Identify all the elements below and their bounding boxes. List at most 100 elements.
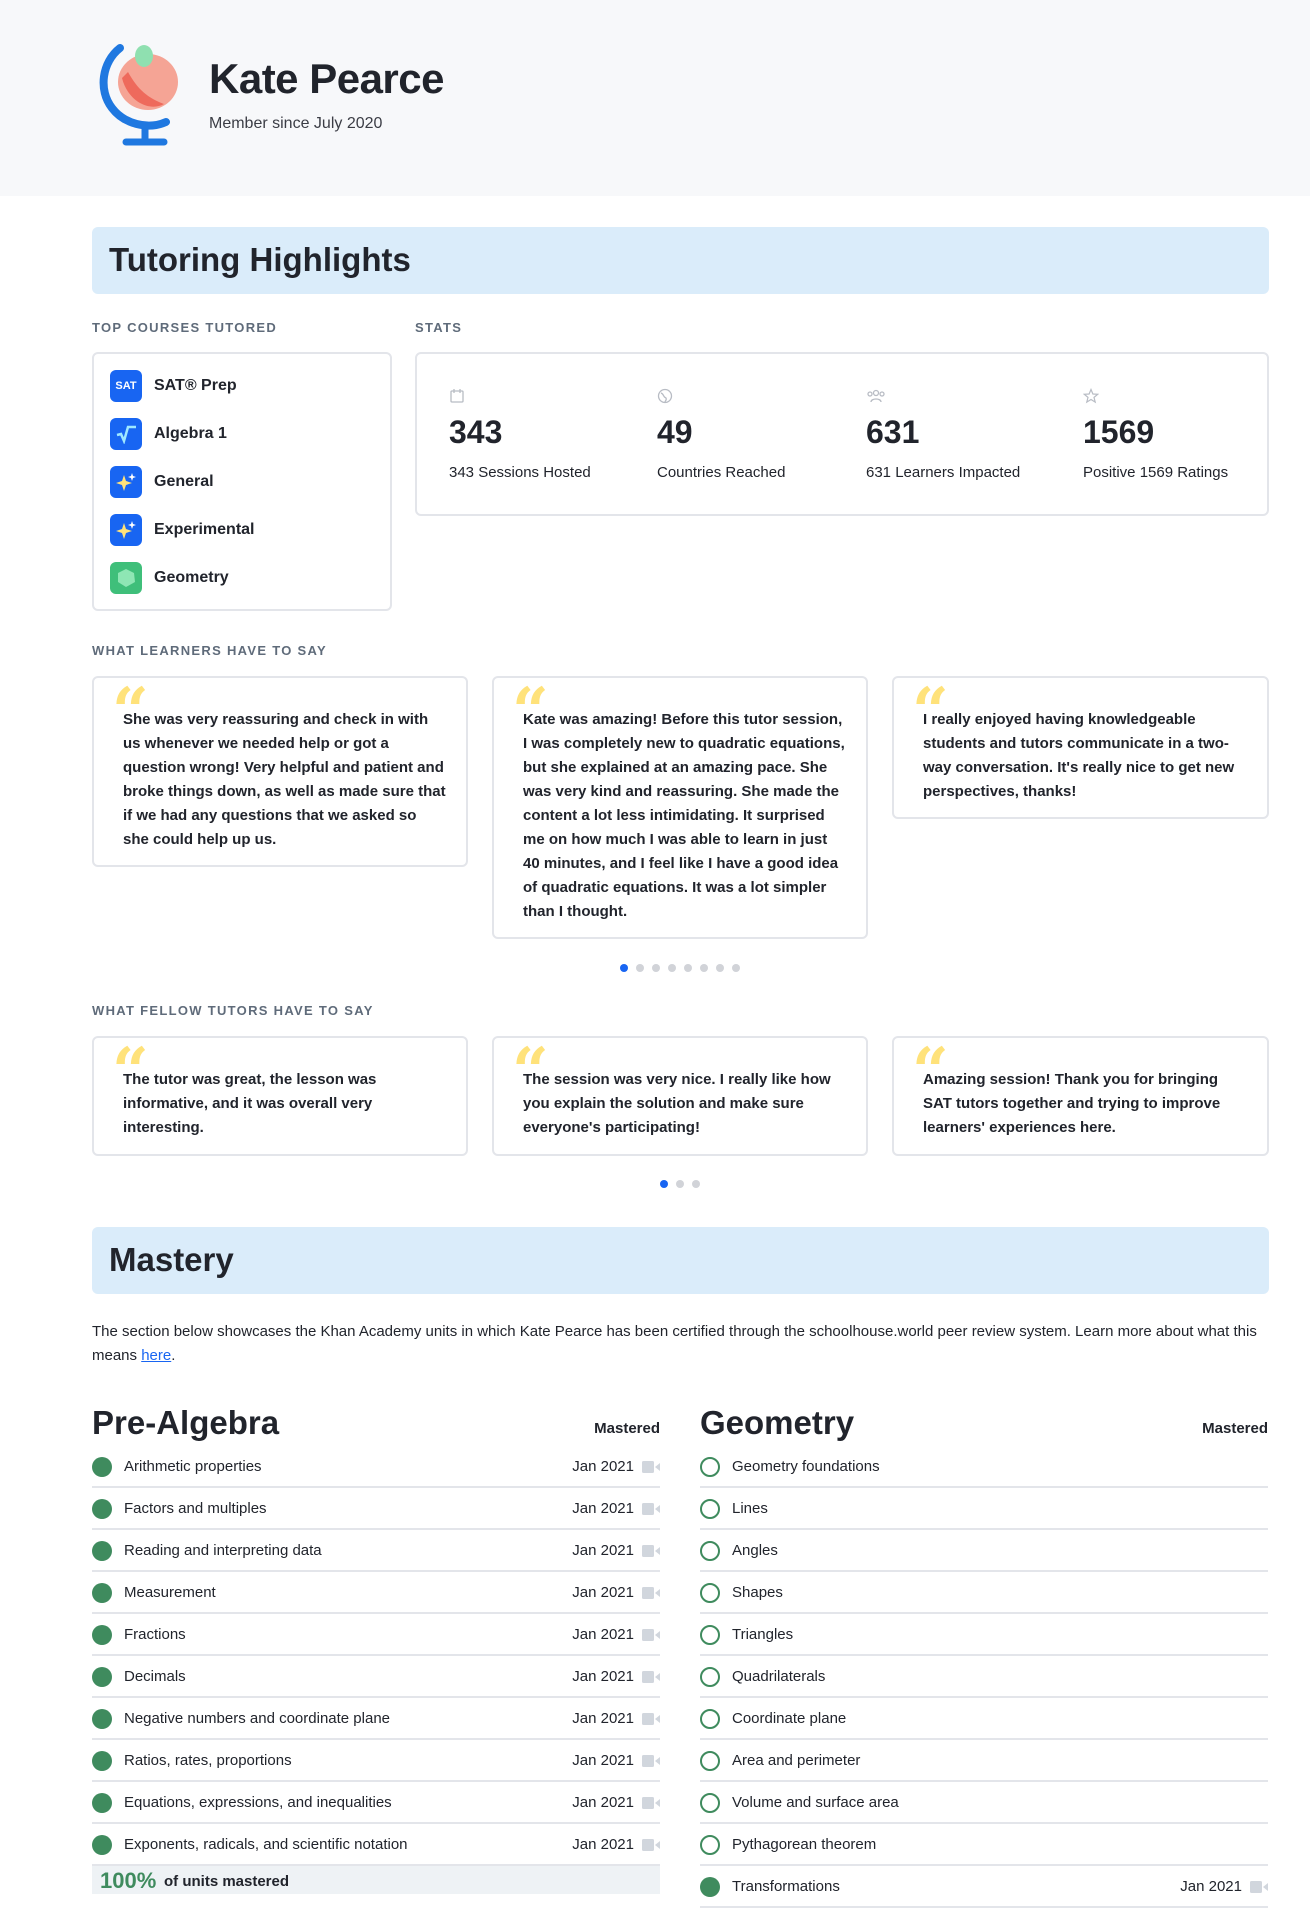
course-item-geometry[interactable]: Geometry xyxy=(110,562,229,594)
learn-more-link[interactable]: here xyxy=(141,1347,172,1364)
calendar-icon xyxy=(450,389,464,403)
mastered-check-icon xyxy=(92,1541,112,1561)
mastery-progress-bar: 100% of units mastered xyxy=(92,1866,660,1894)
sat-icon: SAT xyxy=(110,370,142,402)
course-item-sat-prep[interactable]: SAT SAT® Prep xyxy=(110,370,237,402)
unit-name: Ratios, rates, proportions xyxy=(124,1752,292,1769)
video-icon[interactable] xyxy=(642,1461,660,1473)
video-icon[interactable] xyxy=(642,1587,660,1599)
unit-row[interactable]: Coordinate plane xyxy=(700,1698,1268,1740)
pagination-dot[interactable] xyxy=(684,964,692,972)
tutors-label: WHAT FELLOW TUTORS HAVE TO SAY xyxy=(92,1003,374,1018)
course-item-algebra-1[interactable]: Algebra 1 xyxy=(110,418,227,450)
mastery-intro: The section below showcases the Khan Aca… xyxy=(92,1320,1272,1368)
progress-fill xyxy=(92,1866,660,1894)
unit-row[interactable]: Triangles xyxy=(700,1614,1268,1656)
video-icon[interactable] xyxy=(642,1503,660,1515)
unit-name: Reading and interpreting data xyxy=(124,1542,322,1559)
unit-row[interactable]: Factors and multiples Jan 2021 xyxy=(92,1488,660,1530)
unit-row[interactable]: Ratios, rates, proportions Jan 2021 xyxy=(92,1740,660,1782)
pagination-dot[interactable] xyxy=(636,964,644,972)
unit-row[interactable]: Angles xyxy=(700,1530,1268,1572)
unit-row[interactable]: Transformations Jan 2021 xyxy=(700,1866,1268,1908)
unmastered-circle-icon xyxy=(700,1709,720,1729)
quote-text: The session was very nice. I really like… xyxy=(523,1071,831,1136)
globe-icon xyxy=(657,388,673,404)
video-icon[interactable] xyxy=(642,1629,660,1641)
video-icon[interactable] xyxy=(642,1839,660,1851)
course-label: Experimental xyxy=(154,521,255,538)
pagination-dot[interactable] xyxy=(660,1180,668,1188)
pagination-dot[interactable] xyxy=(676,1180,684,1188)
unit-row[interactable]: Negative numbers and coordinate plane Jan… xyxy=(92,1698,660,1740)
video-icon[interactable] xyxy=(642,1755,660,1767)
mastered-check-icon xyxy=(92,1751,112,1771)
pagination-dot[interactable] xyxy=(620,964,628,972)
unit-name: Angles xyxy=(732,1542,778,1559)
subject-title: Geometry xyxy=(700,1404,855,1441)
unit-row[interactable]: Area and perimeter xyxy=(700,1740,1268,1782)
member-since: Member since July 2020 xyxy=(209,115,383,132)
unmastered-circle-icon xyxy=(700,1835,720,1855)
quote-text: Amazing session! Thank you for bringing … xyxy=(923,1071,1221,1136)
unit-name: Negative numbers and coordinate plane xyxy=(124,1710,391,1727)
mastered-check-icon xyxy=(92,1625,112,1645)
sparkle-icon xyxy=(110,466,142,498)
course-label: Geometry xyxy=(154,569,229,586)
course-label: General xyxy=(154,473,214,490)
unit-row[interactable]: Reading and interpreting data Jan 2021 xyxy=(92,1530,660,1572)
course-item-general[interactable]: General xyxy=(110,466,214,498)
unit-row[interactable]: Shapes xyxy=(700,1572,1268,1614)
pagination-dot[interactable] xyxy=(692,1180,700,1188)
unit-row[interactable]: Exponents, radicals, and scientific nota… xyxy=(92,1824,660,1866)
unit-row[interactable]: Arithmetic properties Jan 2021 xyxy=(92,1446,660,1488)
mastery-intro-end: . xyxy=(171,1347,176,1364)
video-icon[interactable] xyxy=(642,1713,660,1725)
unmastered-circle-icon xyxy=(700,1457,720,1477)
unmastered-circle-icon xyxy=(700,1751,720,1771)
stat-sessions: 343 343 Sessions Hosted xyxy=(449,388,591,481)
stats-card: 343 343 Sessions Hosted 49 Countries Rea… xyxy=(415,352,1269,516)
unit-name: Area and perimeter xyxy=(732,1752,861,1769)
course-item-experimental[interactable]: Experimental xyxy=(110,514,254,546)
unit-row[interactable]: Pythagorean theorem xyxy=(700,1824,1268,1866)
unit-row[interactable]: Decimals Jan 2021 xyxy=(92,1656,660,1698)
stat-caption: 631 Learners Impacted xyxy=(866,464,1021,481)
video-icon[interactable] xyxy=(1250,1881,1268,1893)
unit-row[interactable]: Geometry foundations xyxy=(700,1446,1268,1488)
quote-mark-icon: “ xyxy=(912,1034,949,1109)
pagination-dot[interactable] xyxy=(716,964,724,972)
stat-caption: 343 Sessions Hosted xyxy=(449,464,591,481)
pagination-dot[interactable] xyxy=(652,964,660,972)
quote-text: I really enjoyed having knowledgeable st… xyxy=(923,711,1235,800)
mastered-check-icon xyxy=(700,1877,720,1897)
unit-row[interactable]: Lines xyxy=(700,1488,1268,1530)
mastery-banner: Mastery xyxy=(92,1227,1269,1294)
tutor-quote-card: “ Amazing session! Thank you for bringin… xyxy=(892,1036,1269,1156)
subject-status: Mastered xyxy=(594,1420,660,1437)
unit-row[interactable]: Measurement Jan 2021 xyxy=(92,1572,660,1614)
unmastered-circle-icon xyxy=(700,1499,720,1519)
pagination-dot[interactable] xyxy=(700,964,708,972)
video-icon[interactable] xyxy=(642,1797,660,1809)
video-icon[interactable] xyxy=(642,1671,660,1683)
stat-ratings: 1569 Positive 1569 Ratings xyxy=(1083,388,1228,481)
unit-row[interactable]: Volume and surface area xyxy=(700,1782,1268,1824)
unmastered-circle-icon xyxy=(700,1625,720,1645)
unit-row[interactable]: Equations, expressions, and inequalities… xyxy=(92,1782,660,1824)
unit-row[interactable]: Quadrilaterals xyxy=(700,1656,1268,1698)
unit-name: Transformations xyxy=(732,1878,840,1895)
mastered-check-icon xyxy=(92,1457,112,1477)
unit-name: Fractions xyxy=(124,1626,186,1643)
quote-mark-icon: “ xyxy=(112,1034,149,1109)
pagination-dot[interactable] xyxy=(668,964,676,972)
video-icon[interactable] xyxy=(642,1545,660,1557)
unit-row[interactable]: Fractions Jan 2021 xyxy=(92,1614,660,1656)
star-icon xyxy=(1083,388,1099,404)
top-courses-label: TOP COURSES TUTORED xyxy=(92,320,278,335)
quote-text: The tutor was great, the lesson was info… xyxy=(123,1071,377,1136)
unit-name: Decimals xyxy=(124,1668,186,1685)
unit-date: Jan 2021 xyxy=(572,1458,634,1475)
pagination-dot[interactable] xyxy=(732,964,740,972)
mastered-check-icon xyxy=(92,1709,112,1729)
